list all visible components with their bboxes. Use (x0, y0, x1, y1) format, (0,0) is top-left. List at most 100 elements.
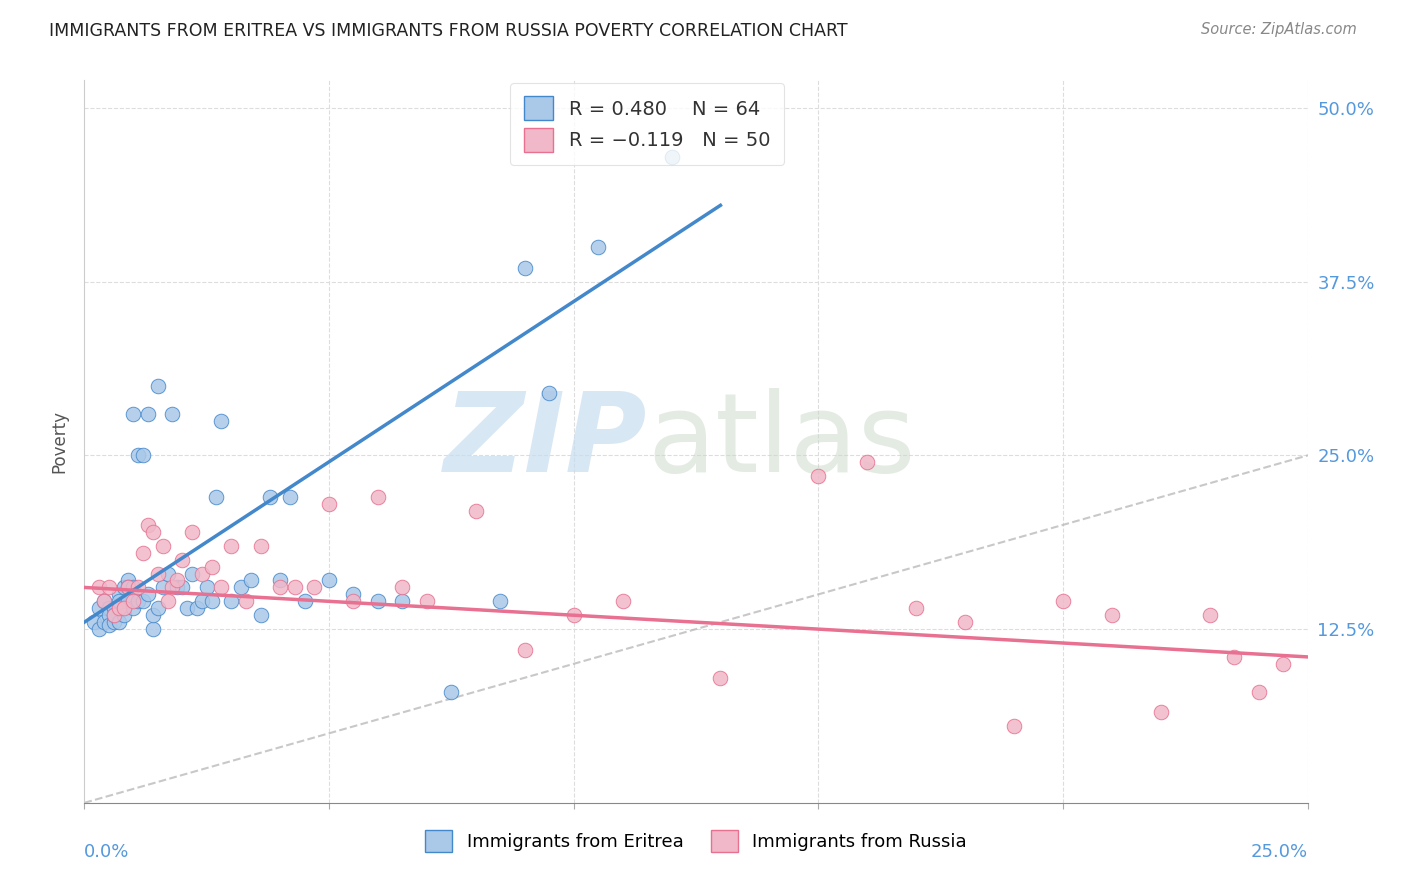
Point (807, 469, 830, 483)
Point (191, 594, 214, 608)
Point (103, 615, 125, 630)
Point (416, 594, 439, 608)
Text: IMMIGRANTS FROM ERITREA VS IMMIGRANTS FROM RUSSIA POVERTY CORRELATION CHART: IMMIGRANTS FROM ERITREA VS IMMIGRANTS FR… (49, 22, 848, 40)
Point (186, 601, 208, 615)
Y-axis label: Poverty: Poverty (51, 410, 69, 473)
Point (269, 581, 291, 595)
Point (1052, 594, 1074, 608)
Point (953, 615, 976, 630)
Point (1101, 608, 1123, 623)
Point (146, 601, 169, 615)
Point (612, 594, 634, 608)
Point (219, 594, 242, 608)
Point (562, 608, 585, 623)
Point (176, 601, 198, 615)
Text: 25.0%: 25.0% (1250, 843, 1308, 861)
Point (107, 615, 129, 630)
Point (1198, 608, 1220, 623)
Point (122, 601, 145, 615)
Point (103, 608, 125, 623)
Point (83, 615, 105, 630)
Point (1223, 649, 1246, 664)
Point (132, 546, 155, 560)
Point (122, 581, 145, 595)
Point (318, 574, 340, 588)
Point (229, 581, 252, 595)
Point (195, 581, 218, 595)
Point (513, 260, 536, 275)
Point (142, 622, 165, 636)
Point (93, 615, 115, 630)
Text: atlas: atlas (647, 388, 915, 495)
Point (342, 587, 364, 601)
Point (93, 594, 115, 608)
Point (181, 566, 204, 581)
Point (117, 574, 139, 588)
Point (127, 449, 149, 463)
Text: ZIP: ZIP (443, 388, 647, 495)
Point (235, 594, 257, 608)
Point (259, 490, 281, 504)
Point (219, 539, 242, 553)
Point (586, 240, 609, 254)
Point (278, 490, 301, 504)
Point (103, 601, 125, 615)
Point (1002, 719, 1025, 733)
Point (97, 608, 120, 623)
Point (112, 601, 135, 615)
Point (200, 559, 222, 574)
Point (209, 414, 232, 428)
Point (294, 594, 316, 608)
Point (97, 581, 120, 595)
Point (97, 601, 120, 615)
Point (112, 608, 135, 623)
Point (172, 552, 194, 566)
Point (162, 407, 184, 421)
Point (117, 581, 139, 595)
Point (107, 587, 129, 601)
Point (166, 581, 188, 595)
Point (367, 594, 389, 608)
Point (107, 601, 129, 615)
Point (513, 643, 536, 657)
Point (205, 490, 228, 504)
Point (269, 574, 291, 588)
Point (87, 581, 110, 595)
Point (1150, 706, 1173, 720)
Point (87, 601, 110, 615)
Point (156, 594, 179, 608)
Point (318, 497, 340, 511)
Point (132, 449, 155, 463)
Point (391, 581, 413, 595)
Point (122, 594, 145, 608)
Point (97, 618, 120, 632)
Point (172, 581, 194, 595)
Point (391, 594, 413, 608)
Point (152, 539, 174, 553)
Point (142, 608, 165, 623)
Point (440, 684, 463, 698)
Point (117, 581, 139, 595)
Point (1272, 657, 1295, 671)
Point (661, 150, 683, 164)
Point (132, 594, 155, 608)
Point (136, 517, 159, 532)
Point (209, 581, 232, 595)
Point (239, 574, 262, 588)
Point (1247, 684, 1270, 698)
Point (127, 581, 149, 595)
Point (342, 594, 364, 608)
Point (464, 504, 486, 518)
Point (249, 539, 271, 553)
Point (249, 608, 271, 623)
Point (156, 566, 179, 581)
Point (87, 622, 110, 636)
Point (112, 601, 135, 615)
Point (122, 407, 145, 421)
Point (856, 455, 879, 469)
Point (304, 581, 326, 595)
Point (136, 587, 159, 601)
Point (489, 594, 512, 608)
Point (127, 594, 149, 608)
Point (191, 566, 214, 581)
